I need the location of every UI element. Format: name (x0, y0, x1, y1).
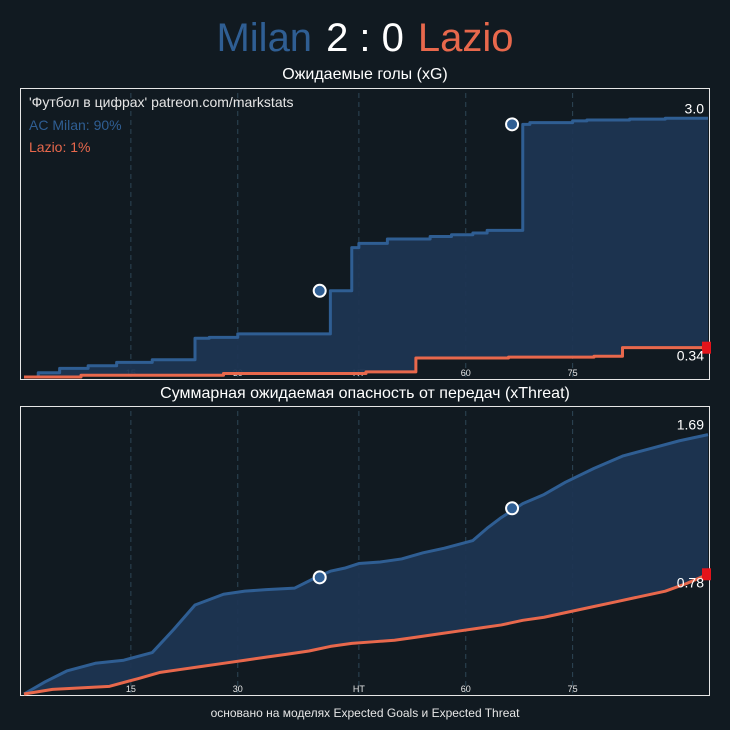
xthreat-chart-svg: 15 30 HT 60 75 1.69 0.78 (23, 411, 711, 696)
match-score: 2 : 0 (326, 16, 404, 60)
home-area-fill (24, 118, 708, 378)
x-tick-label: 75 (568, 368, 578, 378)
home-end-label: 3.0 (685, 100, 705, 116)
x-tick-label: HT (353, 684, 365, 694)
match-title: Milan 2 : 0 Lazio (0, 14, 730, 62)
xg-chart-panel: 1530HT60753.00.34 'Футбол в цифрах' patr… (20, 88, 711, 380)
x-tick-label: 15 (126, 684, 136, 694)
red-card-marker (702, 568, 711, 581)
x-tick-label: 60 (461, 368, 471, 378)
home-team-name: Milan (216, 16, 313, 60)
goal-marker (505, 501, 520, 516)
home-series-line (24, 116, 708, 379)
goal-marker (505, 117, 520, 132)
xg-chart-title: Ожидаемые голы (xG) (282, 66, 448, 83)
x-tick-label: 75 (568, 684, 578, 694)
away-end-label: 0.78 (677, 574, 704, 590)
home-end-label: 1.69 (677, 417, 704, 433)
footer-note: основано на моделях Expected Goals и Exp… (210, 706, 520, 720)
home-series-line (23, 433, 709, 696)
away-series-line (23, 572, 709, 696)
away-win-probability: Lazio: 1% (29, 139, 91, 155)
away-series-line (24, 346, 708, 379)
goal-marker (312, 283, 327, 298)
xthreat-chart-title: Суммарная ожидаемая опасность от передач… (160, 385, 570, 402)
source-label: 'Футбол в цифрах' patreon.com/markstats (29, 94, 294, 110)
away-end-label: 0.34 (677, 348, 704, 364)
x-tick-label: 30 (233, 684, 243, 694)
x-tick-label: 60 (461, 684, 471, 694)
red-card-marker (702, 341, 711, 354)
away-team-name: Lazio (417, 16, 514, 60)
home-win-probability: AC Milan: 90% (29, 117, 122, 133)
xg-chart-svg: 1530HT60753.00.34 (24, 93, 711, 379)
goal-marker (312, 570, 327, 585)
xthreat-chart-panel: 15 30 HT 60 75 1.69 0.78 (20, 406, 711, 696)
